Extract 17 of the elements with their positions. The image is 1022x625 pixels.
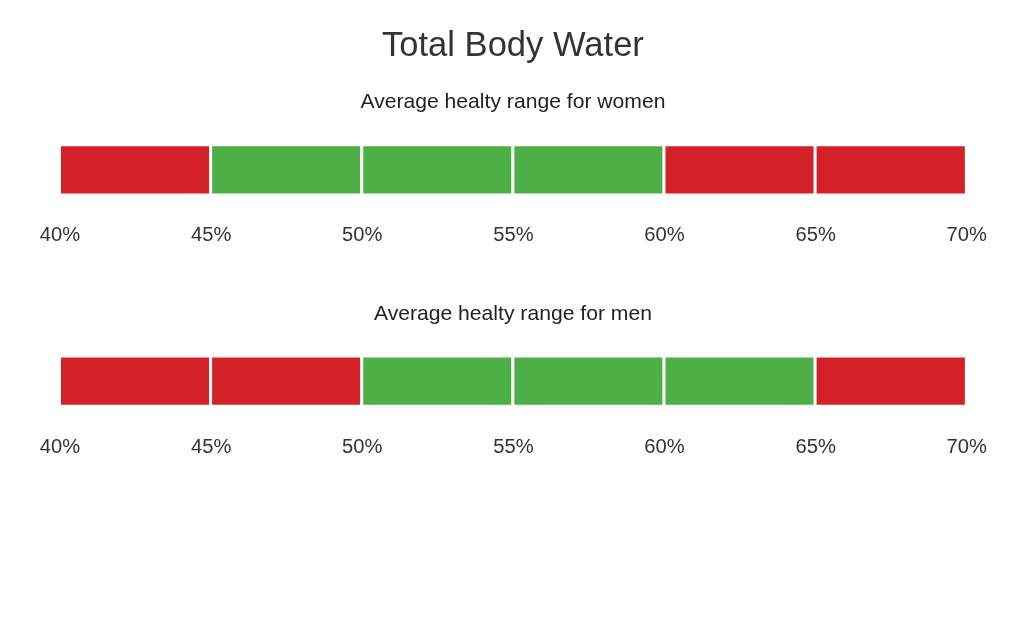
x-tick-label: 55% bbox=[493, 223, 534, 246]
x-tick-label: 50% bbox=[342, 434, 383, 457]
x-tick-label: 60% bbox=[644, 434, 685, 457]
x-tick-label: 40% bbox=[39, 223, 81, 246]
chart-subtitle: Average healty range for women bbox=[360, 89, 666, 113]
x-tick-label: 50% bbox=[342, 223, 383, 246]
x-tick-label: 70% bbox=[946, 223, 988, 246]
x-tick-label: 65% bbox=[795, 434, 836, 457]
x-tick-label: 60% bbox=[644, 223, 685, 246]
chart-title: Total Body Water bbox=[381, 25, 644, 64]
x-tick-label: 55% bbox=[493, 434, 534, 457]
x-tick-label: 45% bbox=[190, 434, 232, 457]
text: Average healty range for men bbox=[373, 300, 652, 324]
x-tick-label: 70% bbox=[946, 434, 988, 457]
x-tick-label: 40% bbox=[39, 434, 81, 457]
x-tick-label: 65% bbox=[795, 223, 836, 246]
x-tick-label: 45% bbox=[190, 223, 232, 246]
